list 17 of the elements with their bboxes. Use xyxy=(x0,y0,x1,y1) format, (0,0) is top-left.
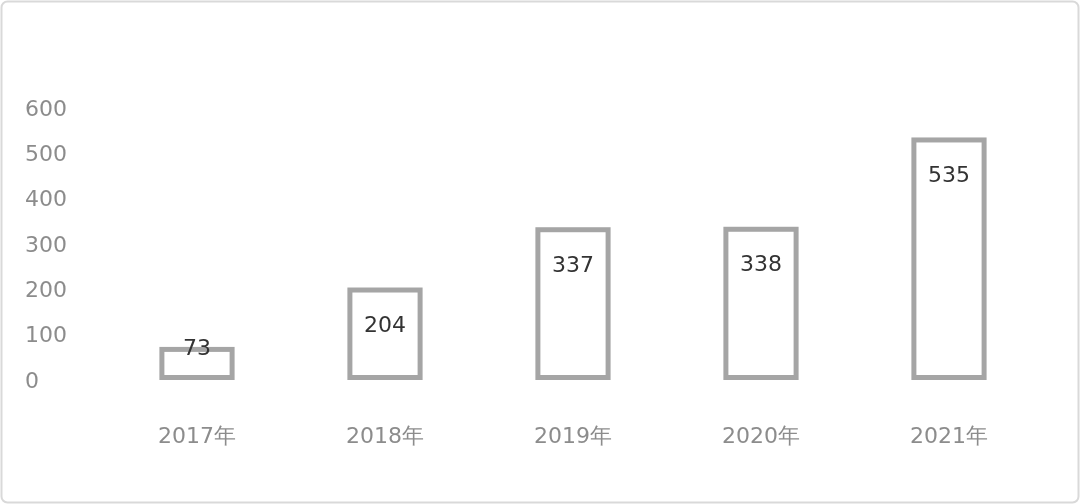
data-label: 204 xyxy=(364,312,406,338)
y-tick-label: 500 xyxy=(25,141,67,167)
y-tick-label: 400 xyxy=(25,186,67,212)
y-tick-label: 600 xyxy=(25,95,67,121)
data-label: 73 xyxy=(183,334,211,360)
x-tick-label: 2020年 xyxy=(722,422,800,448)
data-label: 337 xyxy=(552,251,594,277)
x-tick-label: 2018年 xyxy=(346,422,424,448)
data-label: 535 xyxy=(928,162,970,188)
x-tick-label: 2017年 xyxy=(158,422,236,448)
y-tick-label: 0 xyxy=(25,367,39,393)
y-tick-label: 100 xyxy=(25,322,67,348)
x-tick-label: 2021年 xyxy=(910,422,988,448)
y-tick-label: 300 xyxy=(25,231,67,257)
y-tick-label: 200 xyxy=(25,277,67,303)
data-label: 338 xyxy=(740,251,782,277)
x-tick-label: 2019年 xyxy=(534,422,612,448)
